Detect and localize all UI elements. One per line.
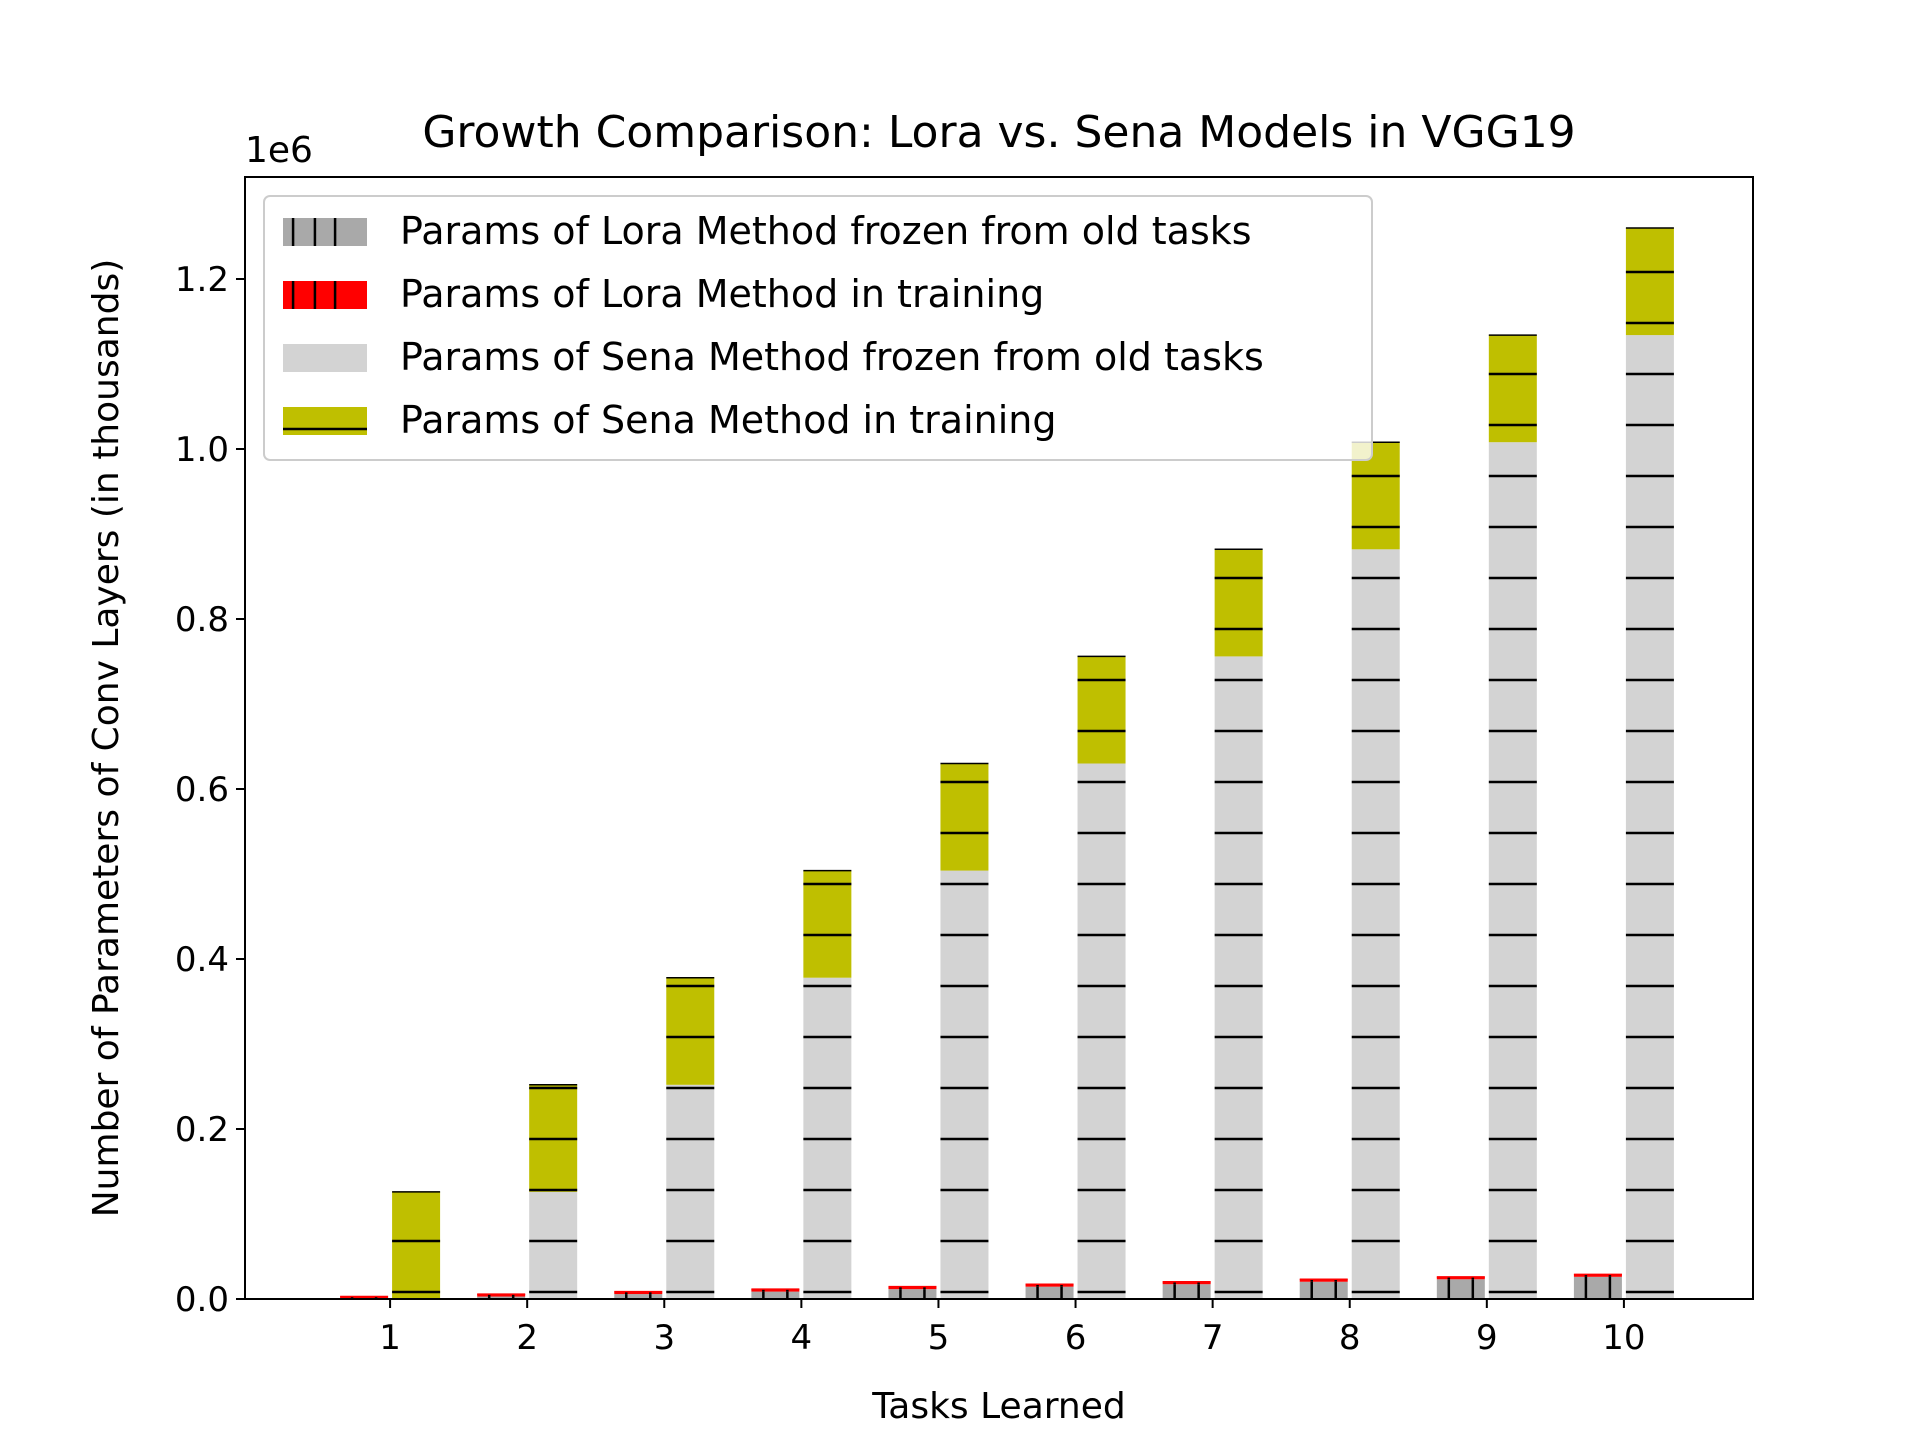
- y-axis-label: Number of Parameters of Conv Layers (in …: [86, 259, 127, 1218]
- bar-lora-frozen-task-7: [1162, 1284, 1211, 1299]
- bar-sena-training-task-3: [666, 977, 715, 1085]
- legend-swatch: [283, 344, 367, 372]
- bar-lora-training-task-3: [614, 1291, 663, 1295]
- bar-lora-frozen-task-3: [614, 1294, 663, 1299]
- plot-frame: [244, 176, 1754, 1300]
- bar-lora-frozen-task-8: [1299, 1281, 1348, 1299]
- x-tick-label: 4: [791, 1318, 813, 1358]
- y-tick-label: 0.4: [175, 940, 229, 980]
- bar-lora-frozen-task-2: [477, 1296, 526, 1299]
- x-axis: 1 2 3 4 5 6 7 8 9 10: [379, 1299, 1646, 1358]
- y-axis: 0.0 0.2 0.4 0.6 0.8 1.0 1.2: [175, 260, 245, 1320]
- bar-lora-training-task-5: [888, 1286, 937, 1290]
- bar-sena-training-task-7: [1214, 549, 1263, 657]
- legend-label: Params of Lora Method in training: [400, 272, 1044, 316]
- bar-sena-frozen-task-2: [529, 1191, 578, 1299]
- y-tick-label: 0.6: [175, 770, 229, 810]
- y-tick-label: 0.0: [175, 1280, 229, 1320]
- legend-swatch: [283, 281, 367, 309]
- x-axis-label: Tasks Learned: [871, 1386, 1126, 1427]
- bar-sena-training-task-10: [1625, 228, 1674, 336]
- bar-lora-frozen-task-5: [888, 1289, 937, 1299]
- x-tick-label: 5: [928, 1318, 950, 1358]
- bar-sena-frozen-task-8: [1351, 549, 1400, 1299]
- bar-sena-frozen-task-5: [940, 870, 989, 1299]
- y-tick-label: 1.2: [175, 260, 229, 300]
- bar-lora-training-task-4: [751, 1289, 800, 1292]
- bar-lora-frozen-task-9: [1436, 1279, 1485, 1299]
- bar-sena-training-task-6: [1077, 656, 1126, 764]
- bar-lora-frozen-task-10: [1573, 1276, 1622, 1299]
- x-tick-label: 1: [379, 1318, 401, 1358]
- bar-lora-frozen-task-6: [1025, 1286, 1074, 1299]
- bar-sena-frozen-task-9: [1488, 442, 1537, 1299]
- x-tick-label: 7: [1202, 1318, 1224, 1358]
- bar-sena-training-task-4: [803, 870, 852, 978]
- y-tick-label: 0.2: [175, 1110, 229, 1150]
- bar-sena-training-task-1: [392, 1191, 441, 1299]
- y-scale-label: 1e6: [245, 130, 313, 171]
- x-tick-label: 10: [1602, 1318, 1645, 1358]
- bar-lora-training-task-1: [340, 1296, 389, 1299]
- bar-sena-training-task-5: [940, 763, 989, 871]
- legend: Params of Lora Method frozen from old ta…: [263, 195, 1373, 461]
- bar-lora-training-task-10: [1573, 1274, 1622, 1277]
- bar-lora-training-task-7: [1162, 1281, 1211, 1285]
- bar-lora-frozen-task-4: [751, 1291, 800, 1299]
- legend-swatch: [283, 407, 367, 435]
- x-tick-label: 8: [1339, 1318, 1361, 1358]
- chart-title: Growth Comparison: Lora vs. Sena Models …: [422, 107, 1575, 158]
- legend-swatch: [283, 218, 367, 246]
- legend-label: Params of Lora Method frozen from old ta…: [400, 209, 1252, 253]
- x-tick-label: 2: [516, 1318, 538, 1358]
- bar-lora-training-task-2: [477, 1294, 526, 1297]
- y-tick-label: 0.8: [175, 600, 229, 640]
- bar-lora-training-task-6: [1025, 1284, 1074, 1287]
- x-tick-label: 9: [1476, 1318, 1498, 1358]
- bar-sena-frozen-task-3: [666, 1084, 715, 1299]
- legend-frame: [263, 195, 1373, 461]
- bars-layer: [340, 227, 1674, 1299]
- legend-label: Params of Sena Method in training: [400, 398, 1056, 442]
- bar-sena-frozen-task-6: [1077, 763, 1126, 1299]
- legend-label: Params of Sena Method frozen from old ta…: [400, 335, 1264, 379]
- bar-lora-training-task-8: [1299, 1279, 1348, 1282]
- x-tick-label: 3: [653, 1318, 675, 1358]
- bar-lora-training-task-9: [1436, 1276, 1485, 1280]
- y-tick-label: 1.0: [175, 430, 229, 470]
- bar-sena-frozen-task-7: [1214, 656, 1263, 1299]
- x-tick-label: 6: [1065, 1318, 1087, 1358]
- bar-sena-frozen-task-10: [1625, 335, 1674, 1299]
